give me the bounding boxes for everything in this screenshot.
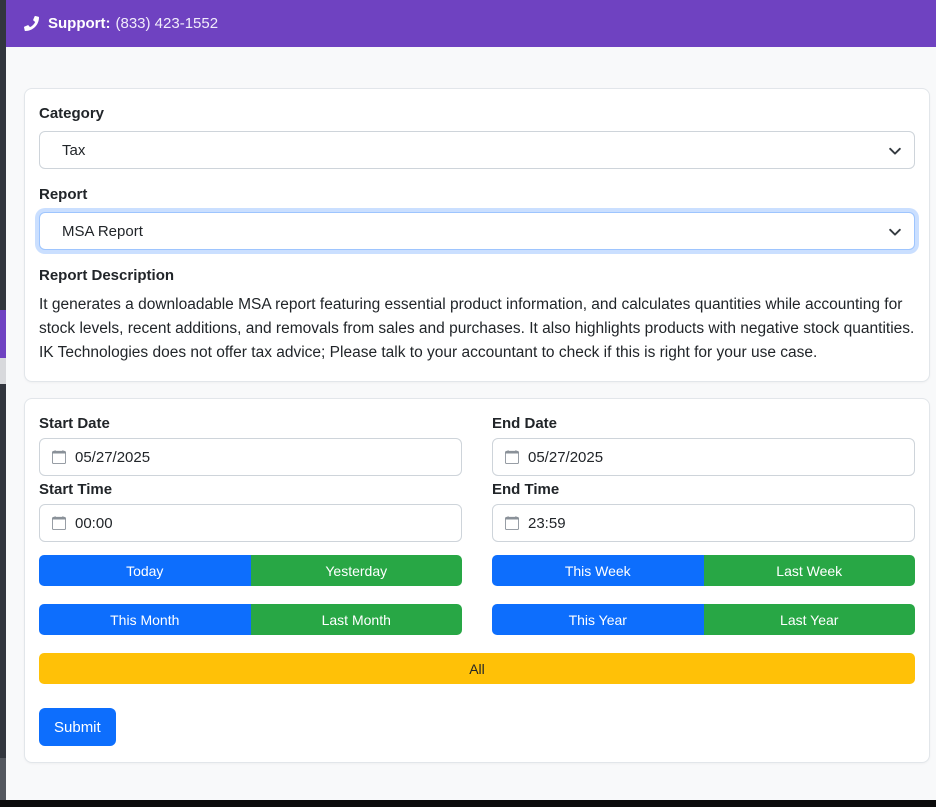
- end-time-input[interactable]: 23:59: [492, 504, 915, 542]
- last-month-button[interactable]: Last Month: [250, 604, 462, 635]
- window-edge-strip: [0, 0, 6, 807]
- support-phone-number: (833) 423-1552: [115, 15, 219, 32]
- start-date-value: 05/27/2025: [75, 448, 151, 466]
- support-label: Support:: [48, 15, 111, 32]
- report-description-text: It generates a downloadable MSA report f…: [39, 296, 915, 361]
- category-select-value: Tax: [62, 141, 86, 159]
- phone-icon: [24, 16, 39, 31]
- end-date-label: End Date: [492, 415, 558, 432]
- this-week-button[interactable]: This Week: [492, 555, 704, 586]
- end-time-value: 23:59: [528, 514, 566, 532]
- month-quick-row: This Month Last Month: [39, 604, 462, 635]
- start-time-input[interactable]: 00:00: [39, 504, 462, 542]
- category-select[interactable]: Tax: [39, 131, 915, 169]
- end-date-value: 05/27/2025: [528, 448, 604, 466]
- calendar-icon: [52, 450, 66, 464]
- year-quick-row: This Year Last Year: [492, 604, 915, 635]
- edge-strip-grey-segment: [0, 758, 6, 800]
- support-header: Support: (833) 423-1552: [6, 0, 936, 47]
- yesterday-button[interactable]: Yesterday: [250, 555, 462, 586]
- week-quick-row: This Week Last Week: [492, 555, 915, 586]
- date-filter-card: Start Date 05/27/2025 Start Time 00:00 T…: [24, 398, 930, 763]
- this-year-button[interactable]: This Year: [492, 604, 704, 635]
- calendar-icon: [505, 516, 519, 530]
- calendar-icon: [52, 516, 66, 530]
- last-week-button[interactable]: Last Week: [703, 555, 915, 586]
- today-button[interactable]: Today: [39, 555, 251, 586]
- report-selection-card: Category Tax Report MSA Report Report De…: [24, 88, 930, 382]
- end-date-input[interactable]: 05/27/2025: [492, 438, 915, 476]
- start-column: Start Date 05/27/2025 Start Time 00:00 T…: [39, 415, 462, 635]
- report-label: Report: [39, 186, 88, 203]
- start-date-input[interactable]: 05/27/2025: [39, 438, 462, 476]
- calendar-icon: [505, 450, 519, 464]
- all-button[interactable]: All: [39, 653, 915, 684]
- window-bottom-bar: [0, 800, 936, 807]
- start-time-value: 00:00: [75, 514, 113, 532]
- end-time-label: End Time: [492, 481, 560, 498]
- edge-strip-light-segment: [0, 358, 6, 384]
- edge-strip-purple-segment: [0, 310, 6, 358]
- page-content: Category Tax Report MSA Report Report De…: [6, 47, 936, 763]
- end-column: End Date 05/27/2025 End Time 23:59 This …: [492, 415, 915, 635]
- chevron-down-icon: [889, 147, 901, 155]
- category-label: Category: [39, 105, 105, 122]
- this-month-button[interactable]: This Month: [39, 604, 251, 635]
- chevron-down-icon: [889, 228, 901, 236]
- day-quick-row: Today Yesterday: [39, 555, 462, 586]
- start-time-label: Start Time: [39, 481, 113, 498]
- submit-button[interactable]: Submit: [39, 708, 116, 746]
- start-date-label: Start Date: [39, 415, 110, 432]
- report-select[interactable]: MSA Report: [39, 212, 915, 250]
- report-description-label: Report Description: [39, 267, 175, 284]
- last-year-button[interactable]: Last Year: [703, 604, 915, 635]
- report-select-value: MSA Report: [62, 222, 143, 240]
